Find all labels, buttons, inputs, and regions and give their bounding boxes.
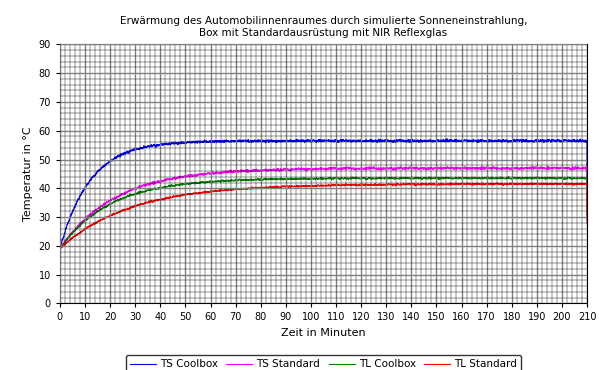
TS Standard bbox=[113, 196, 120, 200]
Line: TL Coolbox: TL Coolbox bbox=[60, 176, 587, 267]
TS Standard bbox=[282, 166, 289, 171]
TS Coolbox bbox=[443, 137, 450, 141]
Y-axis label: Temperatur in °C: Temperatur in °C bbox=[23, 127, 33, 221]
TS Standard bbox=[395, 166, 403, 170]
TL Coolbox bbox=[113, 198, 120, 203]
TL Standard bbox=[583, 222, 591, 226]
TL Coolbox bbox=[282, 177, 289, 182]
TL Standard bbox=[282, 184, 289, 189]
TL Standard bbox=[113, 211, 120, 215]
TL Coolbox bbox=[395, 177, 403, 181]
TL Coolbox bbox=[531, 175, 539, 180]
X-axis label: Zeit in Minuten: Zeit in Minuten bbox=[281, 328, 366, 338]
TL Coolbox bbox=[56, 265, 63, 269]
TS Coolbox bbox=[56, 265, 63, 269]
TS Standard bbox=[444, 164, 451, 169]
TS Standard bbox=[583, 211, 591, 215]
TL Coolbox bbox=[462, 176, 469, 180]
TL Standard bbox=[56, 265, 63, 269]
TS Coolbox bbox=[395, 138, 403, 143]
TS Standard bbox=[462, 165, 470, 170]
Line: TS Coolbox: TS Coolbox bbox=[60, 139, 587, 267]
TS Standard bbox=[261, 168, 268, 172]
TL Standard bbox=[446, 181, 453, 185]
Line: TL Standard: TL Standard bbox=[60, 183, 587, 267]
Line: TS Standard: TS Standard bbox=[60, 166, 587, 267]
TS Coolbox bbox=[282, 138, 289, 143]
TS Coolbox bbox=[261, 138, 268, 143]
TL Standard bbox=[462, 182, 470, 186]
TL Coolbox bbox=[505, 174, 512, 179]
TS Coolbox bbox=[462, 139, 470, 143]
TL Standard bbox=[395, 182, 403, 187]
TL Coolbox bbox=[583, 218, 591, 222]
TL Standard bbox=[261, 186, 268, 191]
TL Coolbox bbox=[261, 176, 268, 181]
Title: Erwärmung des Automobilinnenraumes durch simulierte Sonneneinstrahlung,
Box mit : Erwärmung des Automobilinnenraumes durch… bbox=[120, 17, 527, 38]
Legend: TS Coolbox, TS Standard, TL Coolbox, TL Standard: TS Coolbox, TS Standard, TL Coolbox, TL … bbox=[126, 355, 521, 370]
TS Coolbox bbox=[583, 192, 591, 196]
TS Standard bbox=[56, 265, 63, 269]
TS Coolbox bbox=[531, 139, 539, 143]
TS Standard bbox=[531, 166, 539, 170]
TS Coolbox bbox=[113, 155, 120, 159]
TL Standard bbox=[531, 182, 539, 187]
